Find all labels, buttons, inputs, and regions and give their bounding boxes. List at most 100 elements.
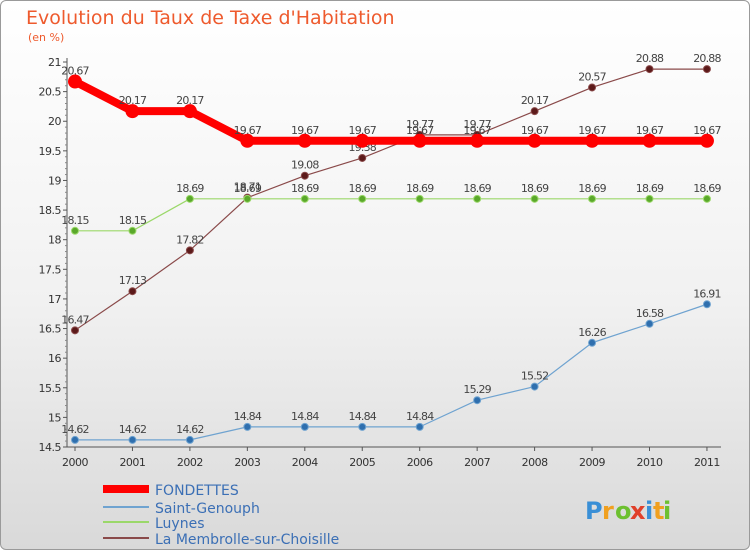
- data-point-la-membrolle-sur-choisille: [645, 65, 654, 74]
- data-point-fondettes: [182, 104, 197, 119]
- x-tick-label: 2004: [292, 456, 318, 469]
- x-tick-label: 2005: [349, 456, 375, 469]
- data-label-saint-genouph: 16.58: [636, 307, 664, 320]
- x-tick-label: 2011: [694, 456, 720, 469]
- data-point-la-membrolle-sur-choisille: [128, 287, 137, 296]
- y-tick-label: 17: [48, 293, 61, 306]
- data-label-luynes: 18.69: [521, 182, 549, 195]
- data-label-la-membrolle-sur-choisille: 20.17: [521, 94, 549, 107]
- chart-subtitle: (en %): [28, 31, 64, 44]
- data-point-saint-genouph: [358, 422, 367, 431]
- data-label-luynes: 18.69: [406, 182, 434, 195]
- legend-label-luynes: Luynes: [155, 516, 205, 532]
- data-point-luynes: [185, 194, 194, 203]
- logo-letter: t: [653, 497, 664, 525]
- data-point-luynes: [530, 194, 539, 203]
- data-point-la-membrolle-sur-choisille: [702, 65, 711, 74]
- data-point-la-membrolle-sur-choisille: [358, 153, 367, 162]
- data-label-luynes: 18.69: [176, 182, 204, 195]
- series-line-la-membrolle-sur-choisille: [74, 68, 708, 331]
- legend-label-fondettes: FONDETTES: [155, 483, 239, 499]
- data-label-la-membrolle-sur-choisille: 17.13: [119, 274, 147, 287]
- legend-label-la-membrolle-sur-choisille: La Membrolle-sur-Choisille: [155, 532, 339, 548]
- data-label-saint-genouph: 14.62: [61, 423, 89, 436]
- data-label-luynes: 18.69: [349, 182, 377, 195]
- y-tick-label: 18.5: [39, 204, 62, 217]
- data-point-luynes: [243, 194, 252, 203]
- data-label-la-membrolle-sur-choisille: 19.77: [406, 118, 434, 131]
- y-tick-label: 20.5: [39, 86, 62, 99]
- data-label-fondettes: 19.67: [349, 124, 377, 137]
- data-point-luynes: [473, 194, 482, 203]
- data-point-fondettes: [412, 133, 427, 148]
- logo-letter: P: [585, 497, 603, 525]
- data-point-luynes: [358, 194, 367, 203]
- data-label-fondettes: 19.67: [693, 124, 721, 137]
- data-label-luynes: 18.69: [291, 182, 319, 195]
- data-label-fondettes: 19.67: [463, 124, 491, 137]
- y-tick-label: 19.5: [39, 145, 62, 158]
- data-point-fondettes: [642, 133, 657, 148]
- data-point-saint-genouph: [415, 422, 424, 431]
- logo-letter: x: [630, 497, 646, 525]
- logo-letter: i: [663, 497, 671, 525]
- data-point-la-membrolle-sur-choisille: [588, 83, 597, 92]
- logo-letter: o: [615, 497, 632, 525]
- data-label-luynes: 18.69: [636, 182, 664, 195]
- data-label-la-membrolle-sur-choisille: 20.88: [693, 52, 721, 65]
- data-point-luynes: [415, 194, 424, 203]
- data-label-luynes: 18.15: [61, 214, 89, 227]
- y-tick-label: 16: [48, 352, 61, 365]
- y-tick-label: 20: [48, 115, 61, 128]
- data-label-fondettes: 19.67: [406, 124, 434, 137]
- series-line-fondettes: [71, 77, 711, 145]
- data-point-fondettes: [125, 104, 140, 119]
- data-point-saint-genouph: [530, 382, 539, 391]
- data-point-fondettes: [355, 133, 370, 148]
- chart-title: Evolution du Taux de Taxe d'Habitation: [26, 7, 395, 29]
- data-point-luynes: [645, 194, 654, 203]
- y-tick-label: 17.5: [39, 263, 62, 276]
- x-tick-label: 2009: [579, 456, 605, 469]
- data-point-saint-genouph: [473, 396, 482, 405]
- x-tick-label: 2008: [522, 456, 548, 469]
- x-tick-label: 2000: [62, 456, 88, 469]
- y-tick-label: 15: [48, 411, 61, 424]
- y-tick-label: 15.5: [39, 382, 62, 395]
- data-point-la-membrolle-sur-choisille: [530, 107, 539, 116]
- data-label-fondettes: 19.67: [521, 124, 549, 137]
- x-tick-label: 2007: [464, 456, 490, 469]
- data-point-saint-genouph: [300, 422, 309, 431]
- data-label-la-membrolle-sur-choisille: 20.57: [578, 70, 606, 83]
- data-label-saint-genouph: 16.26: [578, 326, 606, 339]
- y-tick-label: 14.5: [39, 441, 62, 454]
- data-label-fondettes: 20.17: [176, 94, 204, 107]
- logo-letter: i: [645, 497, 653, 525]
- data-point-saint-genouph: [702, 300, 711, 309]
- data-point-luynes: [128, 226, 137, 235]
- y-tick-label: 16.5: [39, 323, 62, 336]
- data-label-luynes: 18.69: [234, 182, 262, 195]
- data-point-saint-genouph: [588, 338, 597, 347]
- data-point-fondettes: [527, 133, 542, 148]
- data-label-saint-genouph: 14.84: [234, 410, 262, 423]
- data-label-saint-genouph: 14.84: [291, 410, 319, 423]
- data-point-fondettes: [68, 74, 82, 89]
- data-point-la-membrolle-sur-choisille: [185, 246, 194, 255]
- data-label-fondettes: 19.67: [234, 124, 262, 137]
- legend-label-saint-genouph: Saint-Genouph: [155, 501, 260, 517]
- data-label-luynes: 18.69: [693, 182, 721, 195]
- data-label-la-membrolle-sur-choisille: 17.82: [176, 233, 204, 246]
- data-label-fondettes: 20.17: [119, 94, 147, 107]
- data-point-fondettes: [470, 133, 485, 148]
- data-point-saint-genouph: [128, 435, 137, 444]
- data-point-saint-genouph: [185, 435, 194, 444]
- x-tick-label: 2002: [177, 456, 203, 469]
- logo-letter: r: [602, 497, 614, 525]
- data-label-saint-genouph: 15.52: [521, 370, 549, 383]
- data-label-luynes: 18.69: [578, 182, 606, 195]
- y-tick-label: 18: [48, 234, 61, 247]
- data-point-fondettes: [297, 133, 312, 148]
